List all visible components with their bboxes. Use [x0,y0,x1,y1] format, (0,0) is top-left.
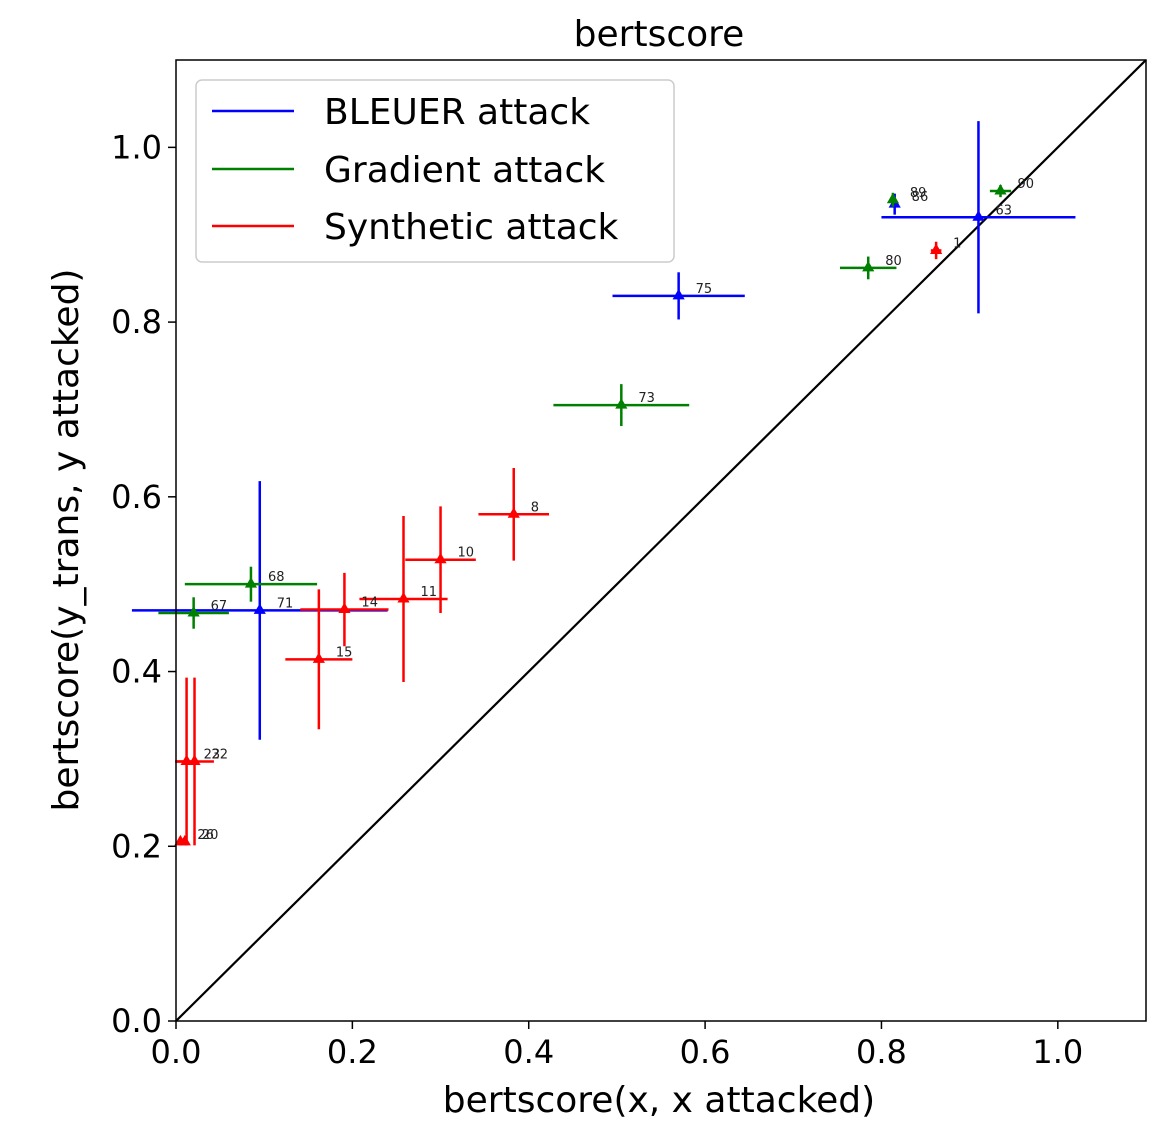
data-point-label: 63 [995,203,1012,218]
data-point-label: 68 [268,570,285,585]
y-tick-label: 0.6 [111,478,162,516]
data-point-marker [507,507,520,518]
data-point-label: 10 [458,546,475,561]
data-point-label: 71 [277,596,294,611]
data-point-marker [178,834,191,846]
legend-label-gradient: Gradient attack [324,150,605,191]
y-tick-label: 0.2 [111,827,162,865]
y-tick-label: 1.0 [111,128,162,166]
data-point-label: 15 [336,645,353,660]
data-point-label: 80 [885,254,902,269]
data-point-marker [862,260,875,272]
data-point-label: 23 [204,748,221,763]
y-tick-label: 0.4 [111,653,162,691]
x-tick-label: 0.4 [503,1033,554,1071]
data-point-marker [972,210,985,221]
data-point-label: 22 [212,748,229,763]
y-tick-label: 0.8 [111,303,162,341]
data-point-marker [187,606,200,617]
data-point-marker [930,243,943,254]
x-tick-label: 0.2 [327,1033,378,1071]
legend-label-bleuer: BLEUER attack [324,92,590,133]
data-point-label: 86 [912,190,929,205]
chart-title: bertscore [574,14,745,55]
x-tick-label: 0.6 [680,1033,731,1071]
data-point-marker [615,398,628,409]
data-point-marker [244,577,258,588]
x-axis-label: bertscore(x, x attacked) [443,1080,875,1121]
data-point-label: 90 [1018,177,1035,192]
data-point-marker [994,184,1007,195]
y-tick-label: 0.0 [111,1002,162,1040]
data-point-label: 89 [910,186,927,201]
data-point-label: 73 [638,391,655,406]
data-point-label: 26 [197,828,214,843]
data-point-marker [434,552,447,564]
series-2: 90 80 89 73 68 67 [158,177,1034,629]
data-point-marker [180,754,193,766]
data-point-marker [338,602,351,614]
x-tick-label: 1.0 [1032,1033,1083,1071]
data-point-label: 8 [531,500,539,515]
data-point-label: 20 [202,828,219,843]
identity-line [175,59,1147,1022]
plot-frame [175,59,1147,1022]
data-point-marker [886,192,900,204]
axis-ticks: 0.0 0.2 0.4 0.6 0.8 1.0 0.0 0.2 0.4 0.6 0.8 1.0 [111,128,1083,1071]
data-point-marker [397,592,410,603]
legend-box [195,79,675,263]
x-tick-label: 0.0 [151,1033,202,1071]
data-point-label: 75 [696,282,713,297]
data-point-label: 11 [421,585,438,600]
data-point-label: 67 [211,599,228,614]
data-point-label: 1 [953,236,961,251]
x-tick-label: 0.8 [856,1033,907,1071]
y-axis-label: bertscore(y_trans, y attacked) [46,269,87,812]
data-point-marker [253,603,266,614]
data-point-marker [312,652,325,663]
data-point-label: 14 [361,596,378,611]
legend: BLEUER attack Gradient attack Synthetic … [195,79,675,263]
legend-label-synthetic: Synthetic attack [324,207,619,248]
data-point-marker [672,288,685,300]
